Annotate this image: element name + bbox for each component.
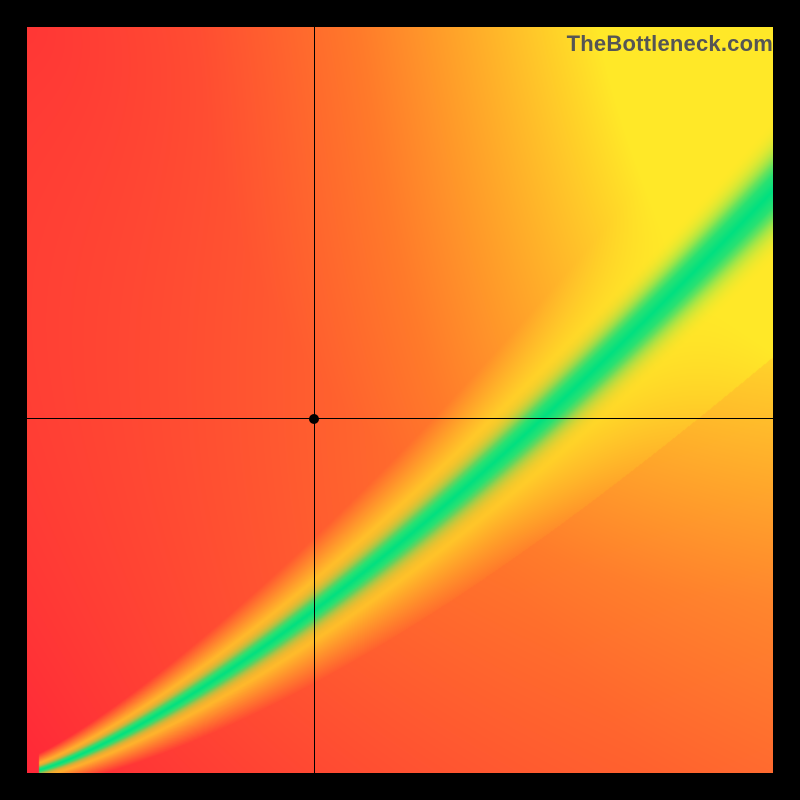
plot-area [27,27,773,773]
crosshair-vertical [314,27,315,773]
crosshair-marker [309,414,319,424]
crosshair-horizontal [27,418,773,419]
heatmap-canvas [27,27,773,773]
watermark-text: TheBottleneck.com [567,31,773,57]
